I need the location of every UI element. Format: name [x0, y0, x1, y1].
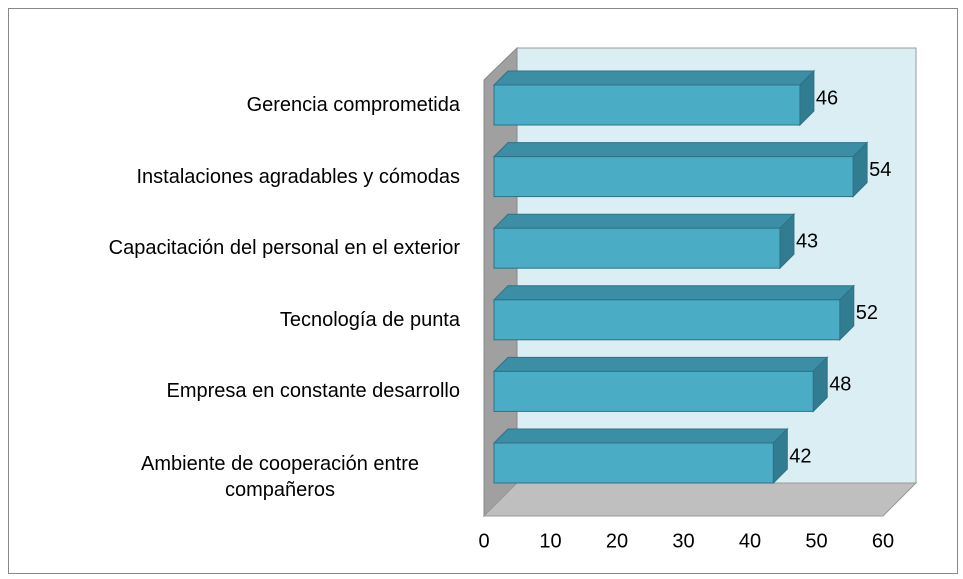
- bar-front: [493, 370, 814, 412]
- bar-top: [492, 356, 829, 372]
- bar-top: [492, 213, 796, 229]
- bar-front: [493, 84, 801, 126]
- bar: [492, 284, 856, 342]
- category-label: Empresa en constante desarrollo: [166, 380, 461, 403]
- category-label: Instalaciones agradables y cómodas: [136, 165, 460, 188]
- category-label: Ambiente de cooperación entre compañeros: [141, 453, 419, 501]
- x-tick-label: 0: [478, 530, 489, 552]
- category-label: Tecnología de punta: [279, 308, 460, 331]
- category-label: Capacitación del personal en el exterior: [108, 237, 460, 260]
- bar-front: [493, 442, 774, 484]
- x-tick-label: 30: [672, 530, 694, 552]
- x-tick-label: 20: [606, 530, 628, 552]
- data-label: 43: [796, 230, 818, 252]
- bar-front: [493, 299, 841, 341]
- data-label: 52: [856, 302, 878, 324]
- bar-top: [492, 285, 856, 301]
- bar-front: [493, 156, 854, 198]
- bar: [492, 212, 796, 270]
- bar-top: [492, 142, 869, 158]
- bar-top: [492, 428, 789, 444]
- data-label: 46: [816, 87, 838, 109]
- x-tick-label: 60: [872, 530, 894, 552]
- bar: [492, 427, 789, 485]
- data-label: 48: [829, 374, 851, 396]
- bar-top: [492, 70, 816, 86]
- bar-front: [493, 227, 781, 269]
- bar: [492, 69, 816, 127]
- x-tick-label: 40: [739, 530, 761, 552]
- bar: [492, 356, 829, 413]
- bar: [492, 141, 869, 198]
- category-label: Gerencia comprometida: [246, 94, 460, 116]
- floor: [482, 482, 918, 517]
- x-tick-label: 10: [539, 530, 561, 552]
- x-tick-label: 50: [805, 530, 827, 552]
- data-label: 42: [789, 445, 811, 467]
- data-label: 54: [869, 159, 891, 181]
